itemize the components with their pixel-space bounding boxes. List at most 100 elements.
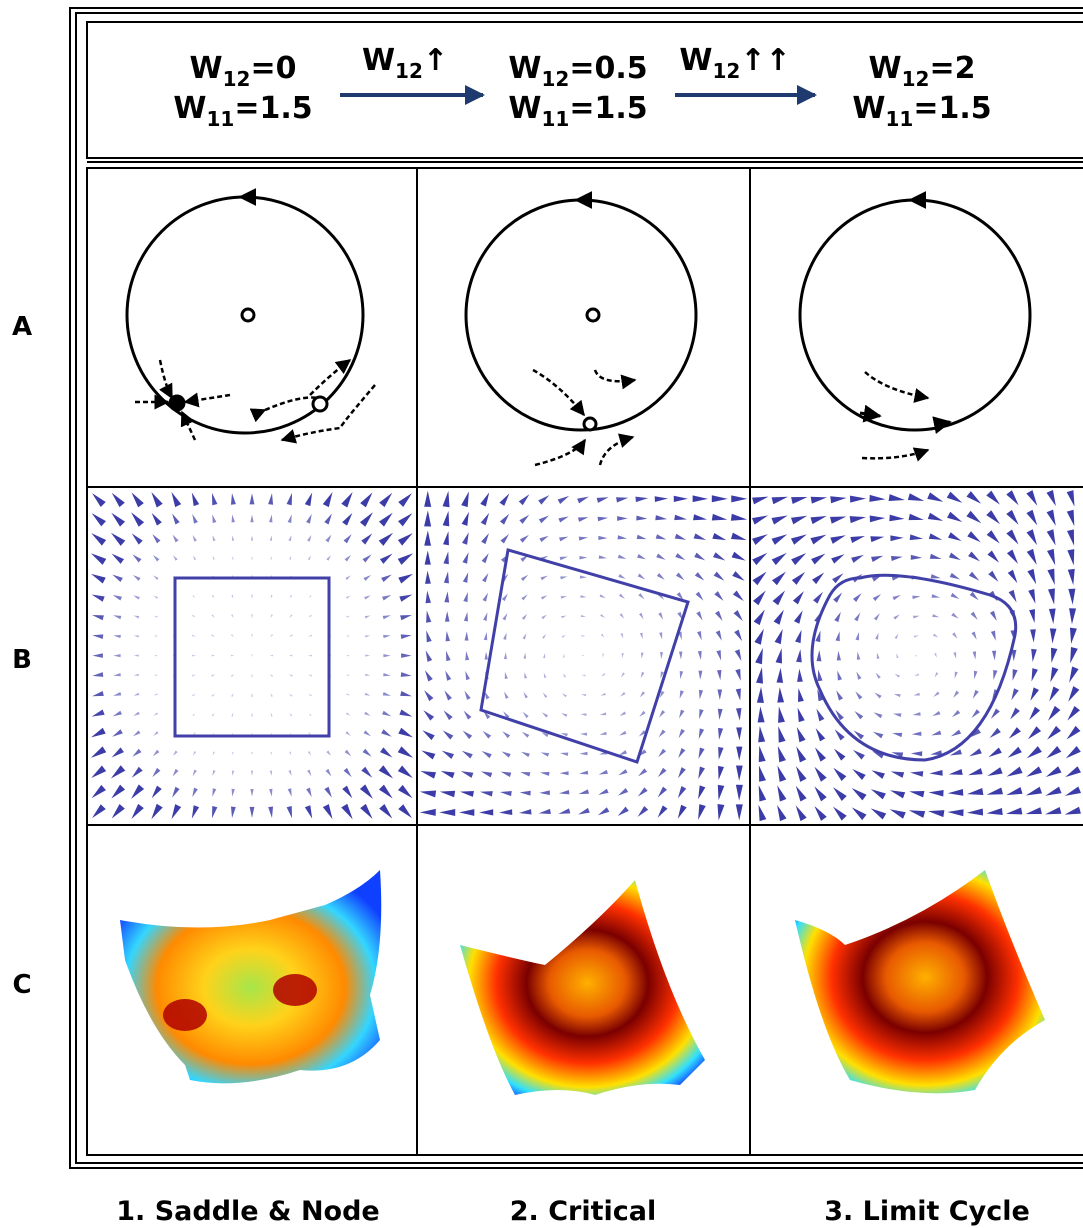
vector-arrow: [731, 551, 746, 561]
vector-arrow: [637, 554, 646, 560]
vector-arrow: [967, 788, 984, 795]
vector-arrow: [363, 574, 372, 581]
vector-arrow: [581, 634, 586, 637]
vector-arrow: [269, 535, 273, 541]
vector-arrow: [792, 591, 804, 605]
vector-arrow: [796, 746, 807, 763]
vector-arrow: [459, 791, 474, 797]
vector-arrow: [717, 708, 723, 720]
vector-arrow: [540, 575, 548, 581]
vector-arrow: [869, 494, 886, 502]
vector-arrow: [289, 594, 293, 599]
vector-arrow: [480, 492, 490, 507]
vector-arrow: [400, 614, 412, 621]
vector-arrow: [398, 804, 412, 819]
vector-arrow: [675, 572, 685, 581]
vector-arrow: [269, 788, 273, 797]
vector-arrow: [192, 693, 196, 697]
vector-arrow: [791, 571, 806, 585]
vector-arrow: [1049, 628, 1057, 644]
vector-arrow: [250, 770, 254, 776]
vector-arrow: [678, 767, 686, 779]
vector-arrow: [561, 713, 568, 717]
vector-arrow: [617, 535, 628, 540]
vector-arrow: [1068, 588, 1076, 605]
vector-arrow: [888, 494, 905, 502]
vector-arrow: [580, 595, 587, 598]
vector-arrow: [777, 765, 787, 782]
vector-arrow: [659, 710, 666, 718]
vector-arrow: [1027, 568, 1037, 585]
symbol: W: [362, 43, 395, 78]
vector-arrow: [211, 614, 215, 618]
vector-arrow: [230, 673, 234, 678]
vector-arrow: [289, 751, 292, 756]
vector-arrow: [621, 652, 624, 659]
vector-arrow: [851, 554, 864, 563]
subscript: 12: [395, 59, 423, 83]
vector-arrow: [756, 686, 764, 703]
vector-arrow: [445, 650, 451, 662]
vector-arrow: [561, 634, 566, 639]
vector-arrow: [251, 673, 253, 677]
vector-arrow: [270, 751, 272, 756]
vector-arrow: [1068, 686, 1080, 702]
vector-arrow: [269, 514, 273, 523]
vector-arrow: [795, 766, 807, 782]
vector-arrow: [424, 490, 432, 507]
vector-arrow: [913, 635, 919, 638]
vector-arrow: [345, 731, 351, 736]
vector-arrow: [855, 691, 863, 700]
vector-arrow: [814, 766, 827, 782]
vector-arrow: [539, 771, 550, 776]
vector-arrow: [948, 769, 963, 775]
vector-arrow: [875, 672, 881, 679]
vector-arrow: [577, 496, 589, 504]
vector-arrow: [483, 612, 488, 621]
vector-arrow: [211, 594, 215, 599]
vector-arrow: [445, 670, 452, 681]
vector-arrow: [908, 513, 924, 521]
vector-arrow: [950, 592, 960, 599]
vector-arrow: [831, 554, 845, 564]
vector-arrow: [1008, 727, 1021, 739]
vector-arrow: [854, 710, 864, 720]
vector-arrow: [599, 712, 607, 716]
vector-arrow: [758, 745, 766, 763]
vector-arrow: [674, 533, 687, 540]
vector-arrow: [698, 766, 705, 779]
vector-arrow: [378, 784, 393, 799]
vector-arrow: [950, 729, 962, 737]
vector-arrow: [172, 555, 178, 561]
vector-arrow: [1069, 608, 1077, 625]
vector-arrow: [658, 729, 666, 738]
vector-arrow: [440, 771, 455, 779]
vector-arrow: [306, 787, 312, 798]
vector-arrow: [344, 554, 352, 562]
vector-arrow: [557, 495, 570, 504]
vector-arrow: [110, 532, 126, 546]
vector-arrow: [307, 751, 312, 756]
vector-arrow: [359, 512, 373, 527]
vector-arrow: [322, 804, 333, 820]
vector-arrow: [599, 731, 607, 735]
vector-arrow: [212, 535, 216, 542]
vector-arrow: [910, 771, 924, 777]
vector-arrow: [697, 631, 702, 641]
value: =1.5: [913, 91, 991, 126]
vector-arrow: [444, 611, 450, 622]
vector-arrow: [346, 674, 351, 676]
vector-arrow: [172, 786, 180, 798]
vector-arrow: [91, 727, 106, 738]
vector-arrow: [966, 491, 982, 504]
vector-arrow: [894, 673, 900, 678]
vector-arrow: [758, 765, 766, 782]
vector-arrow: [426, 610, 432, 623]
vector-arrow: [423, 710, 435, 721]
vector-arrow: [151, 512, 162, 526]
vector-arrow: [522, 711, 529, 719]
vector-arrow: [460, 771, 474, 778]
vector-arrow: [873, 613, 880, 621]
vector-arrow: [830, 516, 847, 524]
vector-arrow: [1069, 666, 1079, 683]
